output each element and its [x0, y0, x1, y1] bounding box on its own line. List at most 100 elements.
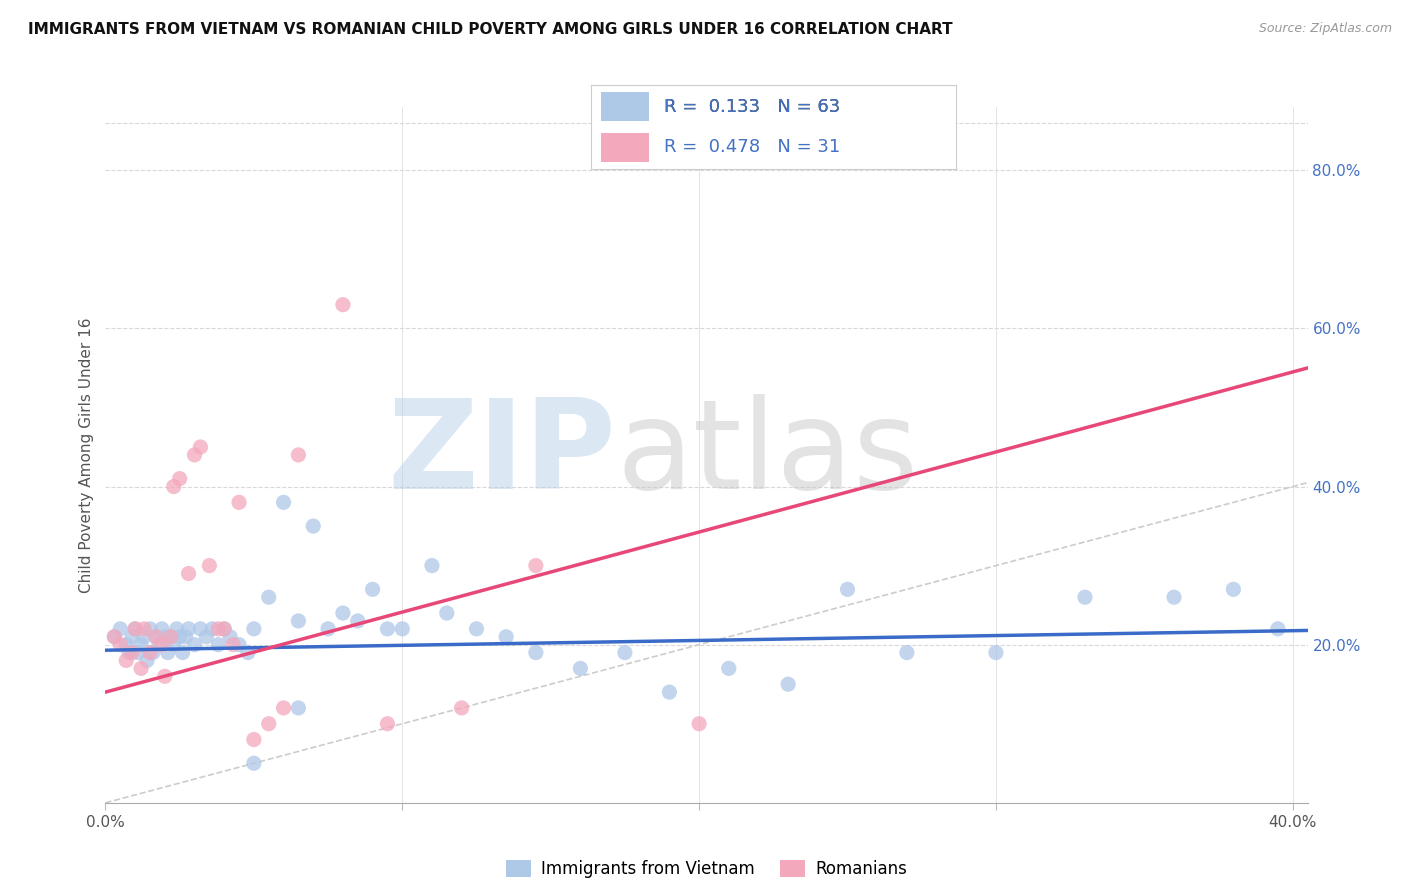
Text: ZIP: ZIP: [388, 394, 616, 516]
Point: [172, 646, 194, 660]
Point: [257, 716, 280, 731]
Point: [222, 638, 245, 652]
Point: [110, 638, 132, 652]
Point: [243, 732, 266, 747]
Text: R =  0.133   N = 63: R = 0.133 N = 63: [664, 98, 839, 116]
Point: [243, 756, 266, 771]
Point: [316, 622, 339, 636]
Point: [177, 622, 200, 636]
Point: [132, 622, 155, 636]
Point: [287, 614, 309, 628]
Point: [136, 653, 159, 667]
Point: [153, 669, 176, 683]
Point: [139, 646, 162, 660]
Point: [148, 638, 170, 652]
Point: [198, 558, 221, 573]
Point: [257, 591, 280, 605]
Point: [174, 630, 197, 644]
Point: [495, 630, 517, 644]
Point: [273, 701, 295, 715]
FancyBboxPatch shape: [602, 133, 650, 161]
Point: [236, 646, 259, 660]
Point: [569, 661, 592, 675]
Point: [613, 646, 636, 660]
Point: [153, 630, 176, 644]
Point: [524, 558, 547, 573]
Point: [778, 677, 800, 691]
Point: [436, 606, 458, 620]
Point: [287, 448, 309, 462]
Point: [121, 630, 143, 644]
Point: [1074, 591, 1097, 605]
Point: [127, 646, 149, 660]
Point: [183, 638, 205, 652]
Point: [287, 701, 309, 715]
Legend: Immigrants from Vietnam, Romanians: Immigrants from Vietnam, Romanians: [499, 854, 914, 885]
Point: [132, 630, 155, 644]
Point: [465, 622, 488, 636]
Point: [1163, 591, 1185, 605]
Point: [377, 716, 399, 731]
Point: [896, 646, 918, 660]
Point: [118, 646, 141, 660]
Point: [163, 479, 186, 493]
Point: [115, 638, 138, 652]
Point: [121, 646, 143, 660]
Point: [142, 646, 165, 660]
Point: [150, 622, 173, 636]
Point: [228, 638, 250, 652]
Point: [243, 622, 266, 636]
Point: [103, 630, 125, 644]
Point: [190, 440, 212, 454]
Text: R =  0.478   N = 31: R = 0.478 N = 31: [664, 138, 839, 156]
Point: [190, 622, 212, 636]
Point: [420, 558, 443, 573]
FancyBboxPatch shape: [602, 93, 650, 121]
Point: [717, 661, 740, 675]
Point: [195, 630, 218, 644]
Point: [391, 622, 413, 636]
Point: [129, 638, 152, 652]
Point: [332, 298, 354, 312]
Point: [103, 630, 125, 644]
Point: [207, 638, 229, 652]
Point: [377, 622, 399, 636]
Text: IMMIGRANTS FROM VIETNAM VS ROMANIAN CHILD POVERTY AMONG GIRLS UNDER 16 CORRELATI: IMMIGRANTS FROM VIETNAM VS ROMANIAN CHIL…: [28, 22, 953, 37]
Point: [984, 646, 1007, 660]
Point: [450, 701, 472, 715]
Point: [219, 630, 242, 644]
Point: [156, 646, 179, 660]
Point: [207, 622, 229, 636]
Point: [145, 630, 167, 644]
Point: [169, 472, 191, 486]
Point: [177, 566, 200, 581]
Point: [228, 495, 250, 509]
Point: [361, 582, 384, 597]
Point: [124, 622, 146, 636]
Point: [212, 622, 235, 636]
Point: [1222, 582, 1244, 597]
Point: [129, 661, 152, 675]
Y-axis label: Child Poverty Among Girls Under 16: Child Poverty Among Girls Under 16: [79, 318, 94, 592]
Point: [658, 685, 681, 699]
Point: [139, 622, 162, 636]
Point: [332, 606, 354, 620]
Point: [201, 622, 224, 636]
Point: [150, 638, 173, 652]
Point: [159, 630, 181, 644]
Point: [302, 519, 325, 533]
Point: [169, 630, 191, 644]
Point: [183, 448, 205, 462]
Point: [524, 646, 547, 660]
Point: [115, 653, 138, 667]
Point: [145, 630, 167, 644]
Point: [212, 622, 235, 636]
Point: [688, 716, 710, 731]
Point: [124, 622, 146, 636]
Text: atlas: atlas: [616, 394, 918, 516]
Point: [346, 614, 368, 628]
Point: [159, 630, 181, 644]
Point: [163, 638, 186, 652]
Point: [110, 622, 132, 636]
Point: [1267, 622, 1289, 636]
